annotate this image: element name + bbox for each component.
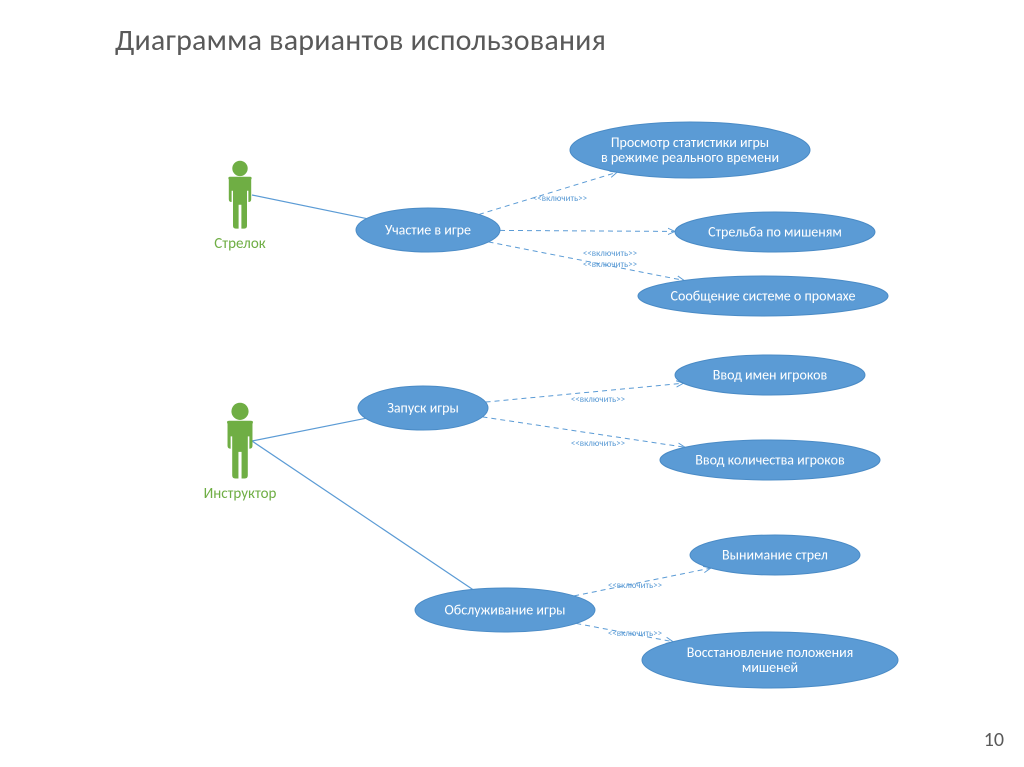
svg-text:мишеней: мишеней <box>742 659 798 676</box>
svg-text:Ввод имен игроков: Ввод имен игроков <box>713 366 828 383</box>
svg-text:Ввод количества игроков: Ввод количества игроков <box>695 451 845 468</box>
diagram-canvas: <<включить>><<включить>><<включить>><<вк… <box>0 0 1024 767</box>
usecase-uc_service: Обслуживание игры <box>415 588 595 632</box>
usecase-uc_start: Запуск игры <box>358 386 488 430</box>
svg-text:Вынимание стрел: Вынимание стрел <box>722 546 828 563</box>
actor-label: Инструктор <box>204 485 277 503</box>
usecase-uc_participate: Участие в игре <box>356 208 500 252</box>
include-label: <<включить>> <box>608 628 663 639</box>
usecase-uc_shoot: Стрельба по мишеням <box>675 212 875 252</box>
include-label: <<включить>> <box>533 193 588 204</box>
actor-instructor: Инструктор <box>204 403 277 503</box>
association-edge <box>252 418 366 441</box>
include-label: <<включить>> <box>583 259 638 270</box>
association-edge <box>252 195 367 219</box>
include-label: <<включить>> <box>571 438 626 449</box>
svg-text:Обслуживание игры: Обслуживание игры <box>444 601 565 618</box>
usecase-uc_targets: Восстановление положениямишеней <box>642 632 898 688</box>
include-label: <<включить>> <box>571 394 626 405</box>
usecase-uc_count: Ввод количества игроков <box>660 440 880 480</box>
actor-shooter: Стрелок <box>214 161 265 253</box>
usecase-uc_stats: Просмотр статистики игрыв режиме реально… <box>570 122 810 178</box>
include-edge <box>500 230 675 231</box>
usecase-uc_names: Ввод имен игроков <box>675 355 865 395</box>
svg-text:Сообщение системе о промахе: Сообщение системе о промахе <box>671 287 856 304</box>
include-label: <<включить>> <box>583 248 638 259</box>
svg-text:Запуск игры: Запуск игры <box>387 399 459 416</box>
svg-text:в режиме реального времени: в режиме реального времени <box>601 149 779 166</box>
association-edge <box>252 441 473 589</box>
usecase-uc_arrows: Вынимание стрел <box>690 535 860 575</box>
svg-text:Стрельба по мишеням: Стрельба по мишеням <box>708 223 842 240</box>
actor-label: Стрелок <box>214 235 265 253</box>
include-label: <<включить>> <box>608 580 663 591</box>
svg-text:Участие в игре: Участие в игре <box>385 221 471 238</box>
usecase-uc_miss: Сообщение системе о промахе <box>638 276 888 316</box>
